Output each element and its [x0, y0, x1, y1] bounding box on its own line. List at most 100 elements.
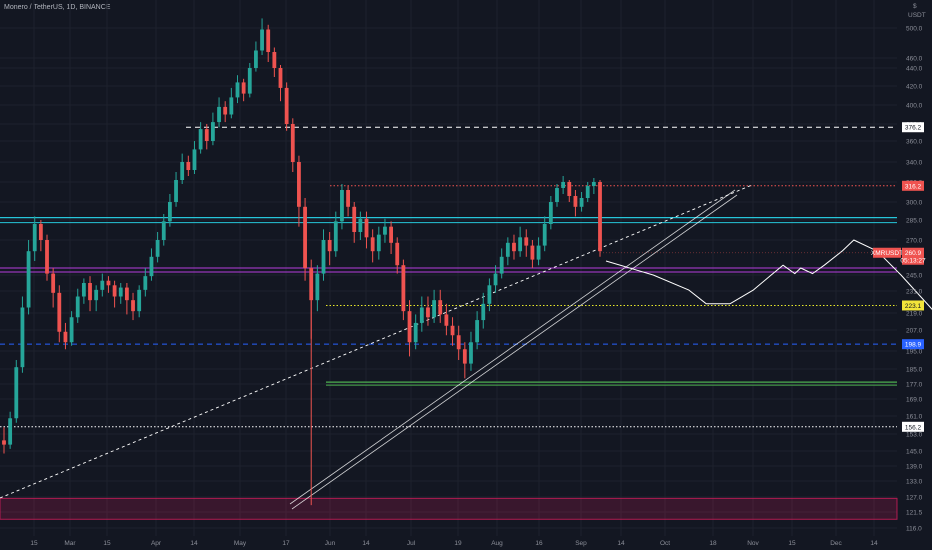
y-tick-label: 300.0 — [906, 200, 923, 207]
price-tag-box — [902, 339, 924, 350]
candle-body — [432, 300, 437, 318]
candle-body — [413, 322, 418, 343]
candle-body — [524, 237, 529, 246]
trendline-dashed — [0, 184, 753, 499]
candle-body — [155, 240, 160, 257]
y-tick-label: 500.0 — [906, 26, 923, 33]
candle-body — [223, 106, 228, 115]
x-tick-label: 18 — [709, 540, 717, 547]
y-tick-label: 195.0 — [906, 349, 923, 356]
x-tick-label: Dec — [830, 540, 842, 547]
trendline-channel — [291, 194, 738, 510]
y-tick-label: 460.0 — [906, 56, 923, 63]
candle-body — [284, 87, 289, 124]
price-axis: 116.0 121.5 127.0 133.0 139.0 145.0 153.0 161.0… — [906, 26, 923, 533]
price-tag-box — [902, 180, 924, 191]
candle-body — [75, 296, 80, 318]
candle-body — [536, 245, 541, 260]
price-tag-label: 376.2 — [905, 125, 922, 132]
candle-body — [376, 234, 381, 252]
candle-body — [567, 182, 572, 196]
candle-body — [426, 307, 430, 318]
candle-body — [395, 242, 400, 266]
candle-body — [106, 280, 111, 286]
candle-body — [204, 129, 209, 141]
symbol-tag-box — [873, 247, 901, 258]
candle-body — [229, 97, 234, 115]
price-tag-label: 223.1 — [905, 303, 922, 310]
candle-body — [198, 129, 203, 150]
x-tick-label: 14 — [362, 540, 370, 547]
candle-body — [469, 342, 473, 364]
candle-body — [321, 240, 326, 274]
x-tick-label: 14 — [617, 540, 625, 547]
candle-body — [555, 188, 559, 202]
candle-body — [352, 206, 357, 232]
y-tick-label: 133.0 — [906, 479, 923, 486]
candle-body — [69, 317, 74, 343]
candle-body — [585, 186, 590, 198]
candle-body — [358, 218, 363, 232]
candle-body — [290, 124, 295, 162]
candle-body — [88, 283, 92, 301]
y-tick-label: 360.0 — [906, 139, 923, 146]
candle-body — [247, 68, 252, 94]
candle-body — [518, 237, 523, 252]
y-tick-label: 285.0 — [906, 218, 923, 225]
candle-body — [137, 289, 142, 312]
candle-body — [475, 320, 480, 343]
candle-body — [499, 256, 504, 274]
candle-body — [143, 276, 148, 290]
trendline-channel — [289, 189, 736, 505]
candle-body — [149, 256, 154, 277]
price-tag-box — [902, 300, 924, 311]
y-tick-label: 245.0 — [906, 273, 923, 280]
candle-body — [254, 50, 258, 68]
candle-body — [419, 307, 424, 323]
candle-body — [94, 289, 99, 301]
x-tick-label: 15 — [30, 540, 38, 547]
candle-body — [20, 307, 25, 368]
y-tick-label: 121.5 — [906, 510, 923, 517]
price-tag-label: 198.9 — [905, 342, 922, 349]
chart-zones — [0, 497, 898, 520]
y-tick-label: 139.0 — [906, 464, 923, 471]
candle-body — [297, 162, 301, 207]
x-tick-label: Mar — [64, 540, 76, 547]
x-tick-label: Jul — [407, 540, 416, 547]
candle-body — [272, 52, 277, 68]
x-tick-label: Nov — [747, 540, 759, 547]
currency-label: USDT — [908, 12, 926, 19]
price-tag-box — [902, 421, 924, 432]
y-tick-label: 400.0 — [906, 103, 923, 110]
candle-body — [32, 224, 37, 252]
candle-body — [315, 273, 320, 301]
y-tick-label: 440.0 — [906, 66, 923, 73]
candle-body — [186, 162, 191, 170]
x-tick-label: 19 — [454, 540, 462, 547]
y-tick-label: 169.0 — [906, 397, 923, 404]
candle-body — [530, 245, 535, 260]
candle-body — [278, 68, 283, 88]
last-price-box — [902, 247, 924, 265]
candle-body — [389, 226, 393, 243]
x-tick-label: May — [234, 540, 247, 547]
candle-body — [161, 221, 166, 240]
candle-body — [573, 196, 578, 207]
candles — [2, 18, 602, 506]
y-tick-label: 185.0 — [906, 367, 923, 374]
candle-body — [512, 242, 516, 252]
candle-body — [180, 162, 185, 180]
candle-body — [548, 202, 553, 224]
candle-body — [383, 226, 387, 235]
trendlines — [0, 184, 753, 510]
candle-body — [370, 237, 375, 252]
y-tick-label: 161.0 — [906, 414, 923, 421]
x-tick-label: Aug — [491, 540, 503, 547]
y-tick-label: 127.0 — [906, 495, 923, 502]
y-tick-label: 116.0 — [906, 526, 922, 533]
candle-body — [14, 367, 19, 419]
candle-body — [51, 273, 56, 293]
x-tick-label: Sep — [575, 540, 587, 547]
